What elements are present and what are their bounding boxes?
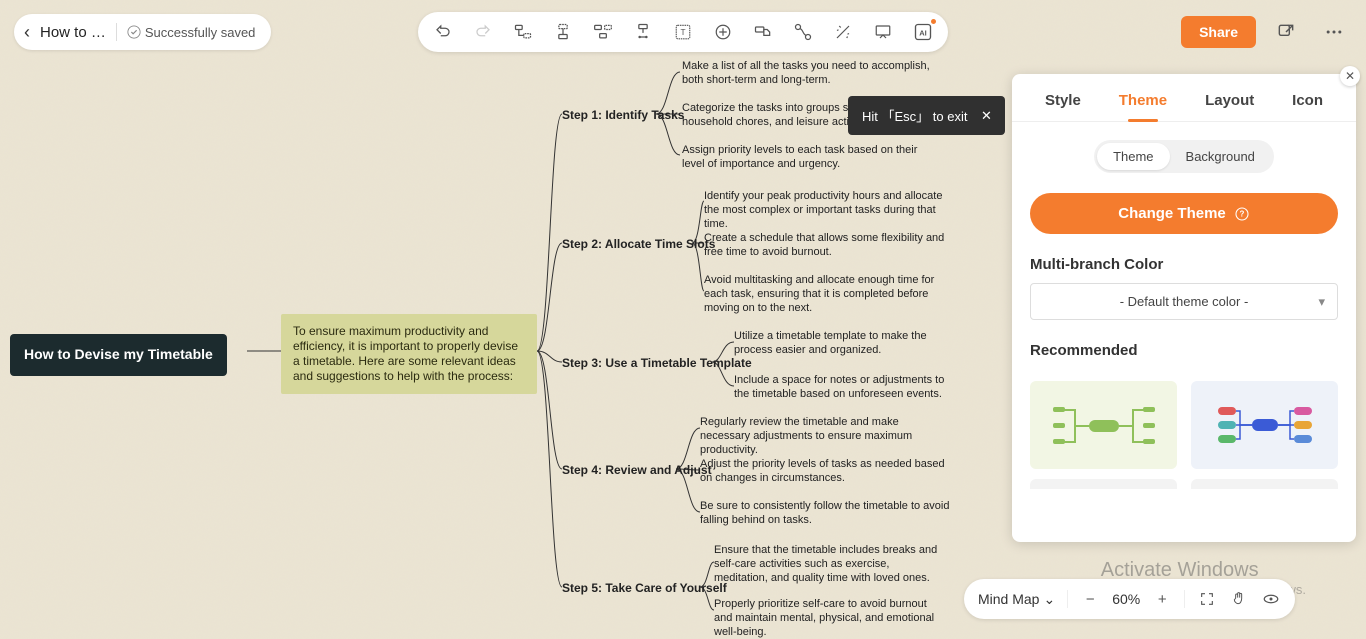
attach-icon[interactable] [752,21,774,43]
theme-card-1[interactable] [1030,381,1177,469]
magic-icon[interactable] [832,21,854,43]
ai-icon[interactable]: AI [912,21,934,43]
tab-layout[interactable]: Layout [1205,92,1254,121]
more-icon[interactable] [1316,14,1352,50]
back-pill: ‹ How to … Successfully saved [14,14,271,50]
plus-circle-icon[interactable] [712,21,734,43]
mindmap-leaf[interactable]: Make a list of all the tasks you need to… [682,60,932,88]
check-circle-icon [127,25,141,39]
mindmap-intro[interactable]: To ensure maximum productivity and effic… [281,314,537,394]
mindmap-leaf[interactable]: Be sure to consistently follow the timet… [700,500,950,528]
subtab-background[interactable]: Background [1170,143,1271,170]
divider [1067,590,1068,608]
float-topic-icon[interactable] [592,21,614,43]
zoom-value: 60% [1112,591,1140,607]
svg-text:AI: AI [919,28,927,37]
branch-icon[interactable] [632,21,654,43]
mindmap-leaf[interactable]: Regularly review the timetable and make … [700,416,950,457]
esc-tooltip-text: Hit 「Esc」 to exit [862,106,967,125]
zoom-in-button[interactable]: + [1152,589,1172,609]
mindmap-leaf[interactable]: Utilize a timetable template to make the… [734,330,954,358]
toolbar: T AI [418,12,948,52]
presentation-icon[interactable] [872,21,894,43]
mindmap-step-3[interactable]: Step 3: Use a Timetable Template [562,356,752,371]
mindmap-step-2[interactable]: Step 2: Allocate Time Slots [562,237,715,252]
panel-tabs: Style Theme Layout Icon [1012,74,1356,122]
doc-title[interactable]: How to … [40,24,106,41]
theme-card-2[interactable] [1191,381,1338,469]
hand-tool-icon[interactable] [1229,589,1249,609]
mindmap-leaf[interactable]: Adjust the priority levels of tasks as n… [700,458,950,486]
share-button[interactable]: Share [1181,16,1256,48]
top-right-group: Share [1181,14,1352,50]
properties-panel: ✕ Style Theme Layout Icon Theme Backgrou… [1012,74,1356,542]
save-status: Successfully saved [127,25,256,40]
divider [1184,590,1185,608]
theme-card-3[interactable] [1030,479,1177,489]
help-circle-icon: ? [1234,206,1250,222]
save-status-label: Successfully saved [145,25,256,40]
change-theme-button[interactable]: Change Theme ? [1030,193,1338,234]
mindmap-leaf[interactable]: Include a space for notes or adjustments… [734,374,954,402]
subtopic-icon[interactable] [512,21,534,43]
eye-icon[interactable] [1261,589,1281,609]
svg-text:T: T [680,28,685,37]
change-theme-label: Change Theme [1118,205,1226,222]
mindmap-leaf[interactable]: Avoid multitasking and allocate enough t… [704,274,954,315]
mindmap-leaf[interactable]: Assign priority levels to each task base… [682,144,932,172]
fit-screen-icon[interactable] [1197,589,1217,609]
relation-icon[interactable] [792,21,814,43]
close-icon[interactable]: ✕ [977,107,995,125]
mindmap-root[interactable]: How to Devise my Timetable [10,334,227,376]
recommended-label: Recommended [1030,342,1338,359]
mindmap-step-5[interactable]: Step 5: Take Care of Yourself [562,581,727,596]
mindmap-leaf[interactable]: Ensure that the timetable includes break… [714,544,944,585]
mindmap-leaf[interactable]: Create a schedule that allows some flexi… [704,232,954,260]
svg-text:?: ? [1239,209,1244,218]
tab-icon[interactable]: Icon [1292,92,1323,121]
view-mode-dropdown[interactable]: Mind Map ⌄ [978,591,1055,608]
multibranch-label: Multi-branch Color [1030,256,1338,273]
multibranch-dropdown[interactable]: - Default theme color - [1030,283,1338,320]
panel-close-icon[interactable]: ✕ [1340,66,1360,86]
back-icon[interactable]: ‹ [24,22,30,43]
tab-style[interactable]: Style [1045,92,1081,121]
subtab-theme[interactable]: Theme [1097,143,1169,170]
redo-icon[interactable] [472,21,494,43]
esc-tooltip: Hit 「Esc」 to exit ✕ [848,96,1005,135]
chevron-down-icon: ⌄ [1043,591,1055,608]
text-box-icon[interactable]: T [672,21,694,43]
topic-above-icon[interactable] [552,21,574,43]
mindmap-leaf[interactable]: Identify your peak productivity hours an… [704,190,954,231]
undo-icon[interactable] [432,21,454,43]
subtabs: Theme Background [1094,140,1274,173]
zoom-bar: Mind Map ⌄ − 60% + [964,579,1295,619]
theme-card-4[interactable] [1191,479,1338,489]
zoom-out-button[interactable]: − [1080,589,1100,609]
open-external-icon[interactable] [1268,14,1304,50]
tab-theme[interactable]: Theme [1119,92,1167,121]
mindmap-step-1[interactable]: Step 1: Identify Tasks [562,108,684,123]
mindmap-step-4[interactable]: Step 4: Review and Adjust [562,463,712,478]
divider [116,23,117,41]
